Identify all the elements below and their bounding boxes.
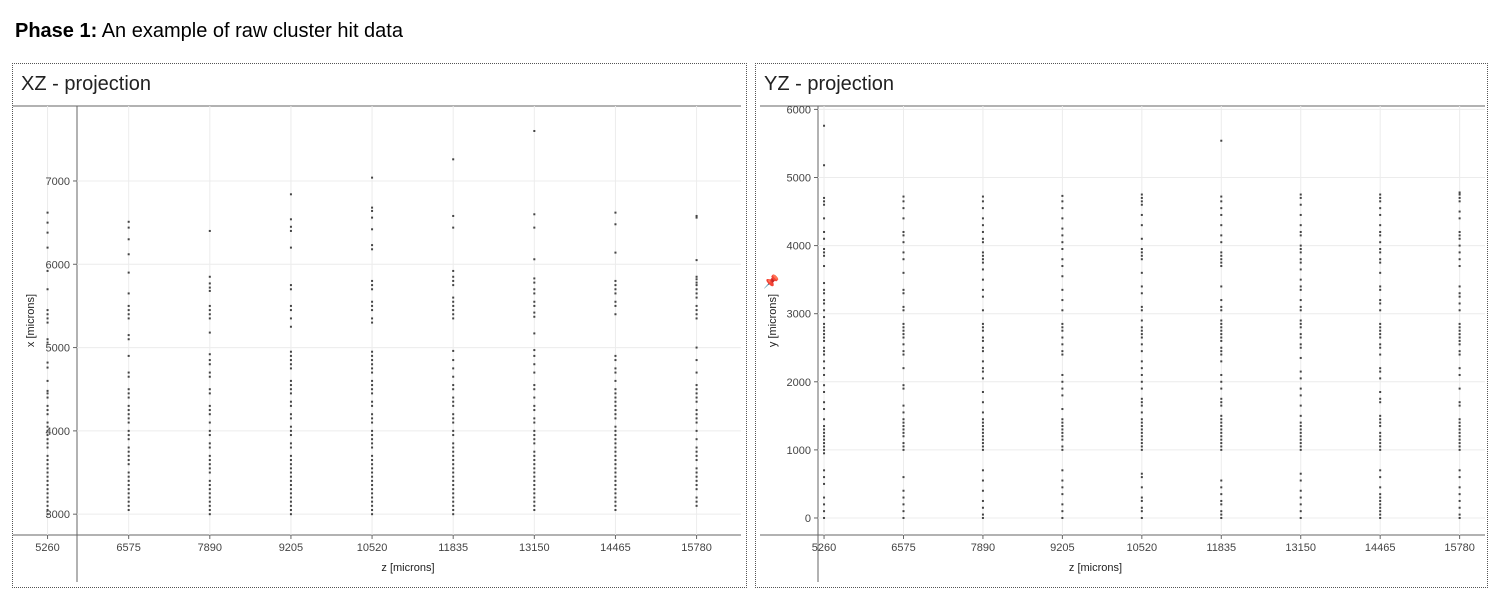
yz-panel: YZ - projection — [755, 63, 1488, 588]
page-heading: Phase 1: An example of raw cluster hit d… — [15, 20, 403, 43]
xz-panel-title: XZ - projection — [21, 73, 152, 95]
pin-icon[interactable]: 📌 — [763, 274, 780, 289]
heading-rest: An example of raw cluster hit data — [97, 20, 403, 42]
yz-panel-title: YZ - projection — [764, 73, 895, 95]
heading-bold: Phase 1: — [15, 20, 98, 42]
xz-panel: XZ - projection — [12, 63, 747, 588]
